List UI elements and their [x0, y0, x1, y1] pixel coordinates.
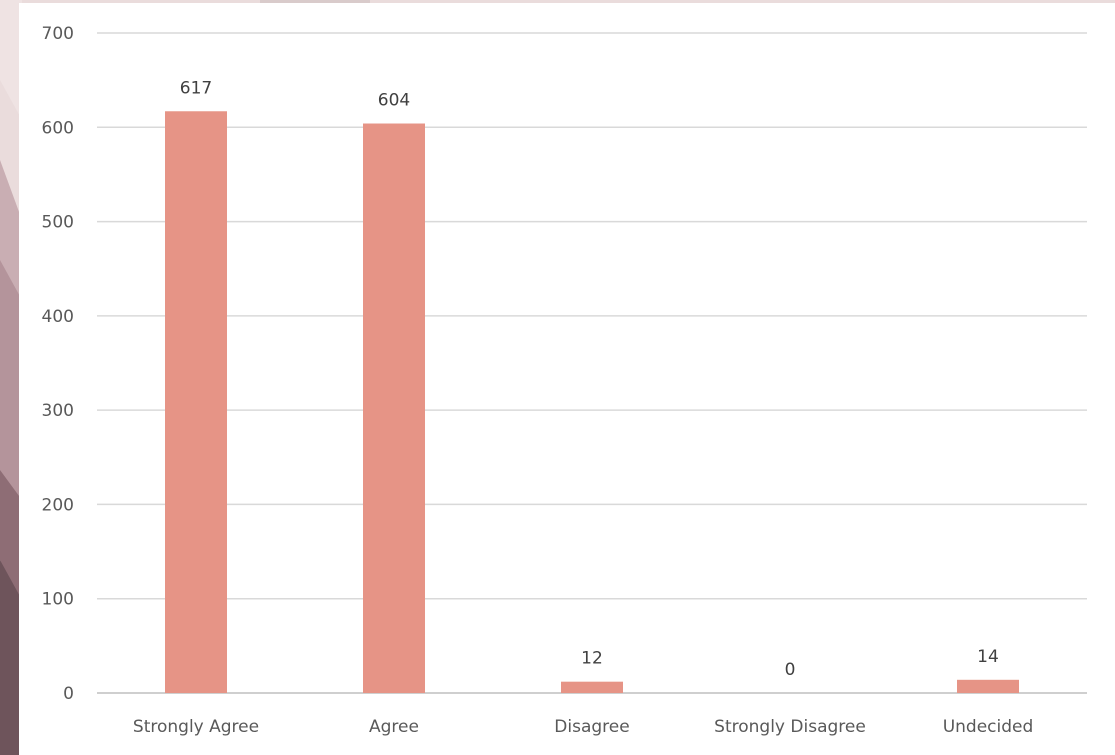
x-tick-label: Disagree: [554, 717, 629, 737]
data-label: 14: [977, 647, 999, 667]
y-tick-label: 0: [63, 684, 74, 704]
y-tick-label: 400: [42, 307, 74, 327]
x-axis-tick-labels: Strongly Agree Agree Disagree Strongly Disa…: [133, 717, 1033, 737]
x-tick-label: Agree: [369, 717, 419, 737]
bar-undecided: [957, 679, 1019, 693]
x-tick-label: Undecided: [943, 717, 1034, 737]
gridlines: [97, 32, 1087, 600]
x-tick-label: Strongly Agree: [133, 717, 259, 737]
bar-agree: [363, 123, 425, 693]
data-label: 12: [581, 649, 603, 669]
bar-strongly-agree: [165, 111, 227, 693]
x-tick-label: Strongly Disagree: [714, 717, 866, 737]
data-label: 0: [785, 660, 796, 680]
y-tick-label: 300: [42, 401, 74, 421]
y-tick-label: 600: [42, 118, 74, 138]
data-label: 604: [378, 91, 410, 111]
data-label: 617: [180, 78, 212, 98]
y-tick-label: 700: [42, 24, 74, 44]
y-tick-label: 100: [42, 590, 74, 610]
bar-disagree: [561, 681, 623, 693]
y-tick-label: 500: [42, 213, 74, 233]
y-tick-label: 200: [42, 495, 74, 515]
y-axis-tick-labels: 0 100 200 300 400 500 600 700: [42, 24, 74, 704]
bars: [165, 111, 1019, 693]
data-labels: 617 604 12 0 14: [180, 78, 999, 680]
